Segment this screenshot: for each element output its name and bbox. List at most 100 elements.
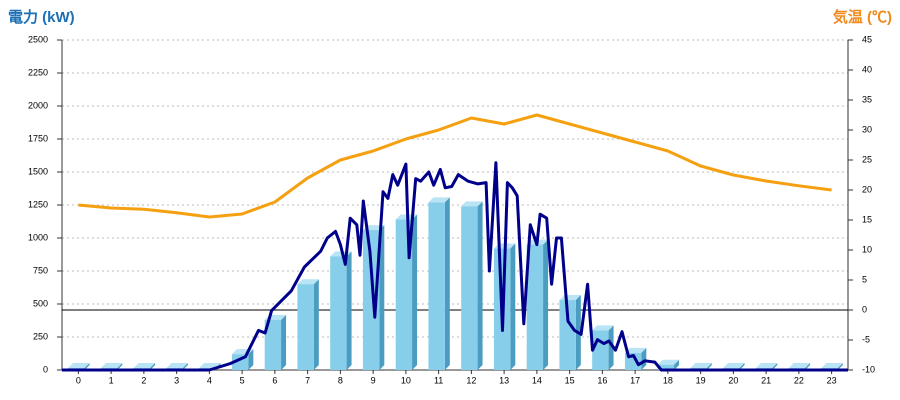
bar-side: [412, 214, 418, 370]
bar-side: [674, 359, 680, 370]
y2-tick-label: 35: [862, 94, 872, 104]
bar-top: [788, 363, 811, 369]
y2-axis-title: 気温 (℃): [833, 8, 892, 26]
bar-side: [608, 325, 614, 370]
bar-side: [477, 201, 483, 370]
bar: [362, 230, 380, 370]
bar-top: [461, 201, 483, 207]
bar: [428, 202, 445, 370]
x-tick-label: 3: [174, 375, 179, 385]
bar: [264, 319, 282, 370]
x-tick-label: 23: [827, 375, 837, 385]
y2-tick-label: 10: [862, 244, 872, 254]
bar-side: [84, 363, 90, 370]
x-tick-label: 11: [434, 375, 443, 385]
x-tick-label: 22: [794, 375, 804, 385]
y-axis-title: 電力 (kW): [8, 8, 75, 26]
bar-top: [821, 363, 843, 369]
bar: [330, 256, 347, 370]
bar-top: [657, 359, 680, 365]
bar-side: [641, 347, 647, 370]
temperature-line: [78, 113, 832, 219]
bar-top: [624, 347, 647, 353]
x-tick-label: 1: [109, 375, 114, 385]
bar: [592, 330, 609, 370]
x-tick-label: 17: [630, 375, 640, 385]
bar-side: [281, 314, 287, 370]
bar-top: [68, 363, 90, 369]
bar-side: [837, 363, 843, 370]
bar-side: [248, 349, 254, 370]
x-tick-label: 18: [663, 375, 673, 385]
bar-side: [117, 363, 123, 370]
y2-tick-label: 30: [862, 124, 872, 134]
y-tick-label: 2000: [28, 100, 48, 110]
bar: [526, 244, 544, 370]
bar-side: [150, 363, 156, 370]
bar-side: [379, 225, 385, 370]
y2-tick-label: 5: [862, 274, 867, 284]
y2-tick-label: 45: [862, 34, 872, 44]
y2-tick-label: 15: [862, 214, 872, 224]
y-tick-label: 0: [43, 364, 48, 374]
x-tick-label: 4: [207, 375, 212, 385]
x-tick-label: 5: [240, 375, 245, 385]
bar-top: [755, 363, 778, 369]
x-tick-label: 14: [532, 375, 542, 385]
x-tick-label: 2: [141, 375, 146, 385]
bar-side: [313, 279, 319, 370]
y2-tick-label: 0: [862, 304, 867, 314]
bar-side: [510, 243, 516, 370]
x-tick-label: 13: [499, 375, 509, 385]
bar: [657, 364, 675, 370]
x-tick-label: 20: [728, 375, 738, 385]
bar-side: [706, 363, 712, 370]
bar-top: [592, 325, 614, 331]
bar-top: [133, 363, 156, 369]
x-tick-label: 15: [565, 375, 575, 385]
x-tick-label: 7: [305, 375, 310, 385]
bar: [461, 206, 478, 370]
y-tick-label: 2250: [28, 67, 48, 77]
y-tick-label: 1000: [28, 232, 48, 242]
bar-side: [543, 239, 549, 370]
x-tick-label: 10: [401, 375, 411, 385]
x-tick-label: 19: [696, 375, 706, 385]
y-tick-label: 500: [33, 298, 48, 308]
bar: [559, 300, 576, 370]
y-tick-label: 1500: [28, 166, 48, 176]
x-tick-label: 0: [76, 375, 81, 385]
y-tick-label: 1750: [28, 133, 48, 143]
bar-top: [297, 279, 319, 285]
x-tick-label: 12: [466, 375, 476, 385]
power-line: [62, 161, 848, 372]
bar-side: [444, 197, 450, 370]
bar-top: [100, 363, 123, 369]
x-tick-label: 21: [761, 375, 771, 385]
bar-side: [739, 363, 745, 370]
y2-tick-label: 20: [862, 184, 872, 194]
bar-side: [346, 251, 352, 370]
y-tick-label: 750: [33, 265, 48, 275]
y-tick-label: 250: [33, 331, 48, 341]
bar-side: [182, 363, 188, 370]
y-tick-label: 1250: [28, 199, 48, 209]
y-tick-label: 2500: [28, 34, 48, 44]
bar-side: [772, 363, 778, 370]
bar-top: [690, 363, 712, 369]
x-tick-label: 9: [371, 375, 376, 385]
bar: [297, 284, 314, 370]
bar-top: [723, 363, 745, 369]
x-tick-label: 16: [597, 375, 607, 385]
x-tick-label: 6: [272, 375, 277, 385]
x-tick-label: 8: [338, 375, 343, 385]
bar-top: [166, 363, 188, 369]
y2-tick-label: -10: [862, 364, 875, 374]
y2-tick-label: 25: [862, 154, 872, 164]
y2-tick-label: 40: [862, 64, 872, 74]
bar-side: [805, 363, 811, 370]
y2-tick-label: -5: [862, 334, 870, 344]
bar-top: [428, 197, 450, 203]
